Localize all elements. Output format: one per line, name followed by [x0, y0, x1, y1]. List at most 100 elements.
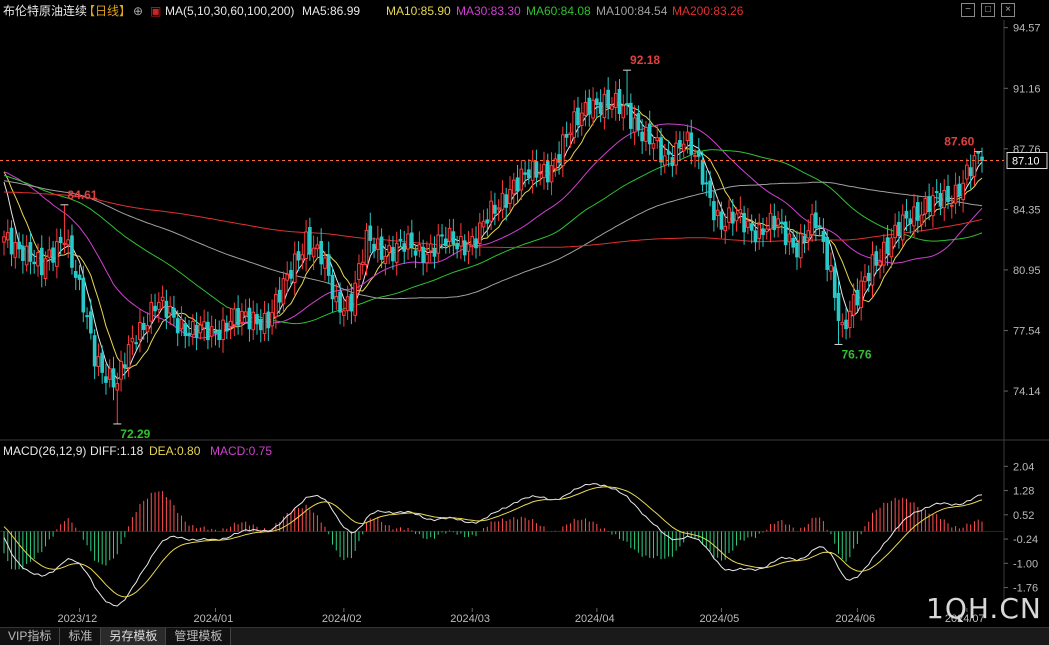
- candle-body: [391, 247, 395, 262]
- close-icon[interactable]: ×: [1001, 3, 1015, 17]
- candle-body: [368, 225, 373, 241]
- candle-body: [870, 254, 875, 286]
- candle-body: [323, 257, 327, 269]
- candle-body: [591, 99, 595, 119]
- macd-diff: DIFF:1.18: [90, 444, 144, 458]
- watermark: 1QH.CN: [926, 592, 1042, 625]
- candle-body: [715, 209, 720, 217]
- candle-body: [304, 231, 308, 260]
- price-tick-1: 91.16: [1013, 83, 1041, 95]
- tab-save-template[interactable]: 另存模板: [101, 628, 167, 645]
- candle-body: [417, 244, 422, 252]
- candle-body: [595, 98, 599, 105]
- current-price-label: 87.10: [1012, 156, 1040, 168]
- candle-body: [55, 241, 59, 267]
- candle-body: [160, 296, 165, 301]
- candle-body: [946, 185, 950, 203]
- ma-toggle-icon[interactable]: ▣: [150, 4, 161, 18]
- candle-body: [730, 211, 735, 224]
- tab-vip-indicators[interactable]: VIP指标: [0, 628, 61, 645]
- candle-body: [606, 89, 610, 108]
- candle-body: [900, 214, 905, 241]
- candle-body: [519, 168, 524, 191]
- candle-body: [209, 326, 214, 337]
- candle-body: [878, 261, 882, 266]
- candle-body: [647, 123, 652, 145]
- candle-body: [659, 137, 663, 163]
- tab-manage-templates[interactable]: 管理模板: [166, 628, 232, 645]
- settings-icon[interactable]: ⊕: [133, 4, 143, 18]
- macd-tick-1: 1.28: [1013, 486, 1034, 498]
- candle-body: [394, 242, 399, 263]
- candle-body: [281, 278, 286, 305]
- ma-line-60: [3, 149, 983, 325]
- candle-body: [742, 212, 746, 233]
- price-tick-3: 84.35: [1013, 204, 1041, 216]
- ma-value-2: MA30:83.30: [456, 4, 521, 18]
- candle-body: [111, 368, 116, 388]
- minimize-icon[interactable]: −: [961, 3, 975, 17]
- candle-body: [934, 191, 939, 194]
- candle-body: [931, 195, 935, 217]
- candle-body: [938, 192, 943, 207]
- candle-body: [689, 132, 694, 155]
- price-tick-4: 80.95: [1013, 265, 1041, 277]
- candle-body: [141, 322, 146, 330]
- candle-body: [859, 280, 863, 308]
- tab-standard[interactable]: 标准: [60, 628, 102, 645]
- candle-body: [119, 360, 123, 380]
- candle-body: [24, 245, 29, 266]
- candle-body: [357, 263, 361, 281]
- candle-body: [126, 344, 131, 368]
- candle-body: [451, 231, 456, 245]
- candle-body: [224, 322, 229, 332]
- candle-body: [806, 230, 811, 239]
- candle-body: [629, 102, 633, 129]
- candle-body: [908, 218, 913, 225]
- candle-body: [617, 89, 622, 115]
- candle-body: [553, 158, 558, 170]
- candle-body: [734, 213, 739, 222]
- annotation-2: 92.18: [630, 53, 660, 67]
- candle-body: [134, 342, 138, 345]
- candle-body: [825, 236, 830, 270]
- candle-body: [153, 305, 157, 312]
- candle-body: [334, 296, 339, 303]
- candle-body: [696, 150, 701, 157]
- candle-body: [772, 215, 777, 231]
- candle-body: [360, 261, 365, 266]
- candle-body: [545, 161, 550, 183]
- diff-line: [3, 483, 983, 607]
- candle-body: [719, 211, 724, 230]
- candle-body: [621, 105, 626, 119]
- candle-body: [387, 245, 391, 253]
- candle-body: [636, 113, 641, 131]
- candle-body: [968, 167, 973, 177]
- candle-body: [183, 323, 188, 337]
- candle-body: [798, 233, 803, 259]
- macd-tick-2: 0.52: [1013, 510, 1034, 522]
- candle-body: [723, 225, 728, 232]
- candle-body: [557, 154, 561, 163]
- candle-body: [89, 311, 93, 334]
- price-tick-5: 77.54: [1013, 326, 1041, 338]
- candle-body: [243, 311, 248, 317]
- candle-body: [795, 242, 799, 258]
- macd-dea: DEA:0.80: [149, 444, 201, 458]
- candle-body: [17, 241, 21, 250]
- candle-body: [379, 236, 384, 260]
- candle-body: [470, 236, 475, 246]
- candle-body: [685, 131, 690, 142]
- candle-body: [345, 296, 350, 311]
- macd-value: MACD:0.75: [210, 444, 272, 458]
- restore-icon[interactable]: □: [981, 3, 995, 17]
- candle-body: [561, 134, 565, 167]
- candle-body: [549, 165, 554, 183]
- candlesticks: [2, 70, 984, 424]
- period-label[interactable]: 【日线】: [83, 4, 131, 18]
- candle-body: [300, 254, 305, 260]
- candle-body: [130, 337, 135, 343]
- candle-body: [527, 169, 531, 179]
- candle-body: [980, 156, 984, 162]
- candle-body: [349, 293, 354, 312]
